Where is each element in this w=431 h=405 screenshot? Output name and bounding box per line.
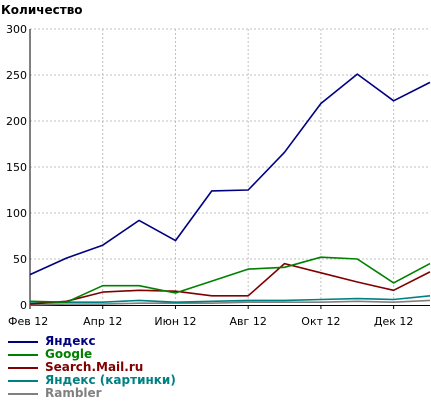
legend-swatch	[8, 379, 38, 382]
series-line	[29, 256, 431, 304]
legend-swatch	[8, 340, 38, 343]
x-tick-label: Фев 12	[8, 315, 48, 328]
chart-title: Количество	[1, 3, 83, 17]
series-line	[29, 295, 431, 304]
y-tick-label: 150	[6, 161, 27, 174]
legend-item: Rambler	[8, 387, 176, 400]
y-tick-label: 200	[6, 115, 27, 128]
legend-label: Search.Mail.ru	[45, 360, 144, 374]
series-line	[29, 73, 431, 276]
x-tick-label: Окт 12	[301, 315, 340, 328]
x-tick-label: Авг 12	[230, 315, 267, 328]
legend-swatch	[8, 392, 38, 395]
y-tick-label: 100	[6, 207, 27, 220]
legend-item: Search.Mail.ru	[8, 361, 176, 374]
series-line	[29, 299, 431, 306]
series-line	[29, 262, 431, 305]
legend-label: Rambler	[45, 386, 102, 400]
x-tick-labels: Фев 12 Апр 12 Июн 12 Авг 12 Окт 12 Дек 12	[8, 315, 413, 328]
legend: Яндекс Google Search.Mail.ru Яндекс (картин…	[8, 335, 176, 400]
y-tick-label: 50	[13, 253, 27, 266]
legend-swatch	[8, 366, 38, 369]
x-tick-label: Июн 12	[154, 315, 196, 328]
y-tick-labels: 0 50 100 150 200 250 300	[6, 23, 27, 312]
legend-item: Яндекс (картинки)	[8, 374, 176, 387]
legend-label: Яндекс	[45, 334, 96, 348]
legend-item: Яндекс	[8, 335, 176, 348]
x-tick-label: Апр 12	[83, 315, 122, 328]
line-chart: 0 50 100 150 200 250 300 Фев 12 Апр 12 Июн 12 Авг…	[6, 23, 431, 328]
grid	[29, 28, 430, 309]
y-tick-label: 0	[20, 299, 27, 312]
legend-label: Google	[45, 347, 93, 361]
legend-swatch	[8, 353, 38, 356]
axes	[29, 29, 430, 306]
legend-label: Яндекс (картинки)	[45, 373, 176, 387]
series-lines	[29, 73, 431, 306]
y-tick-label: 300	[6, 23, 27, 36]
legend-item: Google	[8, 348, 176, 361]
y-tick-label: 250	[6, 69, 27, 82]
x-tick-label: Дек 12	[374, 315, 414, 328]
